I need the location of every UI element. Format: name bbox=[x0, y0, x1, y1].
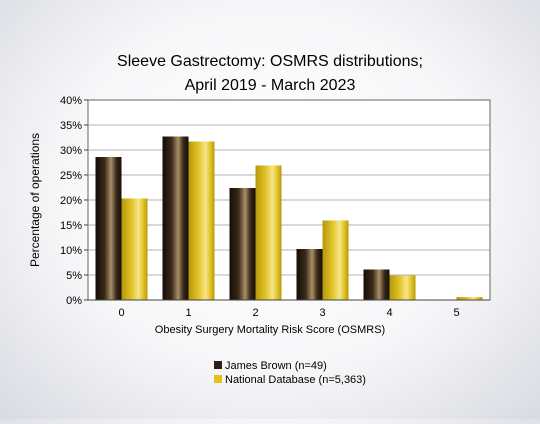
bar-national-database-3 bbox=[322, 220, 349, 300]
bar-james-brown-2 bbox=[229, 188, 256, 300]
y-tick-label: 35% bbox=[60, 120, 82, 132]
bar-national-database-0 bbox=[121, 198, 148, 300]
legend: James Brown (n=49) National Database (n=5… bbox=[214, 360, 366, 386]
x-tick-label: 5 bbox=[453, 307, 459, 319]
x-tick-label: 2 bbox=[252, 307, 258, 319]
bar-national-database-4 bbox=[389, 275, 416, 300]
bar-james-brown-0 bbox=[95, 157, 122, 300]
chart-title-line-1: Sleeve Gastrectomy: OSMRS distributions; bbox=[117, 53, 423, 70]
legend-label: James Brown (n=49) bbox=[225, 360, 327, 372]
y-tick-label: 0% bbox=[66, 295, 82, 307]
bar-national-database-5 bbox=[456, 297, 483, 300]
legend-swatch bbox=[214, 361, 222, 369]
x-tick-label: 0 bbox=[118, 307, 124, 319]
bar-james-brown-1 bbox=[162, 136, 189, 300]
y-tick-label: 5% bbox=[66, 270, 82, 282]
x-axis-label: Obesity Surgery Mortality Risk Score (OS… bbox=[155, 324, 385, 336]
x-tick-label: 1 bbox=[185, 307, 191, 319]
y-axis: 0% 5% 10% 15% 20% 25% 30% 35% 40% bbox=[60, 95, 88, 307]
chart-title-line-2: April 2019 - March 2023 bbox=[185, 77, 356, 94]
y-tick-label: 10% bbox=[60, 245, 82, 257]
bar-national-database-2 bbox=[255, 165, 282, 300]
bar-james-brown-3 bbox=[296, 249, 323, 300]
x-tick-label: 3 bbox=[319, 307, 325, 319]
grid-lines bbox=[88, 124, 490, 276]
bar-james-brown-4 bbox=[363, 269, 390, 300]
legend-label: National Database (n=5,363) bbox=[225, 374, 366, 386]
x-tick-label: 4 bbox=[386, 307, 392, 319]
y-tick-label: 15% bbox=[60, 220, 82, 232]
y-tick-label: 25% bbox=[60, 170, 82, 182]
legend-swatch bbox=[214, 375, 222, 383]
x-axis: 0 1 2 3 4 5 bbox=[118, 307, 459, 319]
bars bbox=[95, 136, 483, 300]
bar-national-database-1 bbox=[188, 141, 215, 300]
y-tick-label: 40% bbox=[60, 95, 82, 107]
y-axis-label: Percentage of operations bbox=[28, 133, 42, 267]
y-tick-label: 30% bbox=[60, 145, 82, 157]
y-tick-label: 20% bbox=[60, 195, 82, 207]
